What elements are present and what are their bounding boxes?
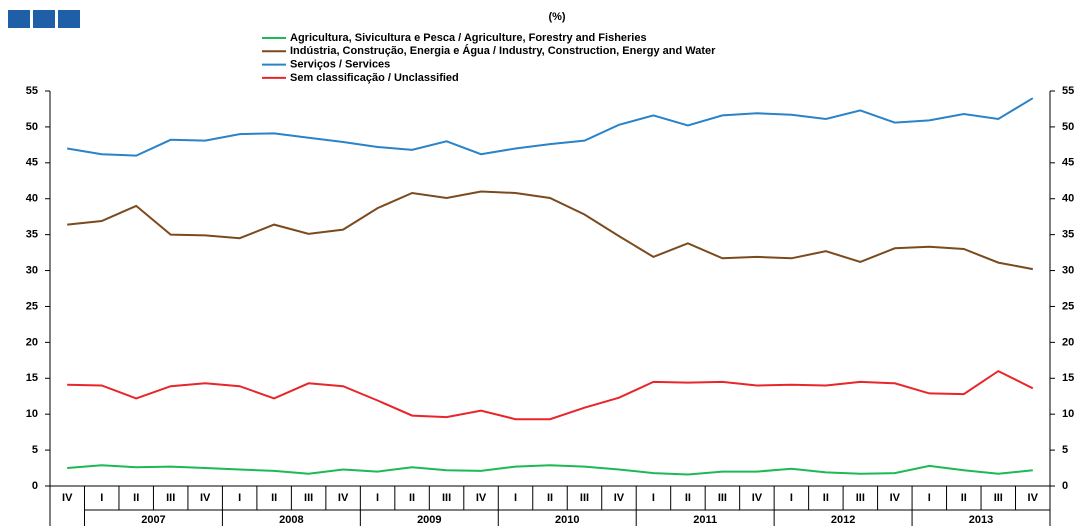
year-label: 2007 — [141, 514, 165, 526]
year-label: 2008 — [279, 514, 303, 526]
y2-tick-label: 45 — [1062, 157, 1074, 169]
x-tick-label: I — [514, 492, 517, 504]
x-tick-label: II — [685, 492, 691, 504]
legend-label: Sem classificação / Unclassified — [290, 72, 459, 84]
logo-block — [58, 10, 80, 28]
x-tick-label: I — [928, 492, 931, 504]
y-tick-label: 5 — [32, 444, 38, 456]
x-tick-label: III — [856, 492, 865, 504]
x-tick-label: IV — [62, 492, 73, 504]
series-line — [67, 464, 1033, 476]
y2-tick-label: 40 — [1062, 193, 1074, 205]
y-tick-label: 15 — [26, 372, 38, 384]
x-tick-label: II — [133, 492, 139, 504]
x-tick-label: III — [442, 492, 451, 504]
y2-tick-label: 0 — [1062, 480, 1068, 492]
y2-tick-label: 20 — [1062, 336, 1074, 348]
series-line — [67, 190, 1033, 271]
y2-tick-label: 25 — [1062, 300, 1074, 312]
y2-tick-label: 5 — [1062, 444, 1068, 456]
y2-tick-label: 30 — [1062, 264, 1074, 276]
x-tick-label: I — [652, 492, 655, 504]
y-tick-label: 35 — [26, 229, 38, 241]
year-label: 2013 — [969, 514, 993, 526]
legend-label: Serviços / Services — [290, 59, 390, 71]
y2-tick-label: 10 — [1062, 408, 1074, 420]
x-tick-label: IV — [752, 492, 763, 504]
series-line — [67, 97, 1034, 157]
y-tick-label: 40 — [26, 193, 38, 205]
year-label: 2012 — [831, 514, 855, 526]
x-tick-label: III — [994, 492, 1003, 504]
x-tick-label: IV — [890, 492, 901, 504]
x-tick-label: II — [961, 492, 967, 504]
logo-block — [33, 10, 55, 28]
series-line — [67, 369, 1034, 421]
y-tick-label: 20 — [26, 336, 38, 348]
x-tick-label: I — [376, 492, 379, 504]
y2-tick-label: 15 — [1062, 372, 1074, 384]
legend-label: Indústria, Construção, Energia e Água / … — [290, 44, 716, 57]
y-tick-label: 25 — [26, 300, 38, 312]
x-tick-label: III — [304, 492, 313, 504]
y2-tick-label: 55 — [1062, 85, 1074, 97]
x-tick-label: II — [409, 492, 415, 504]
x-tick-label: III — [718, 492, 727, 504]
x-tick-label: I — [790, 492, 793, 504]
year-label: 2009 — [417, 514, 441, 526]
y2-tick-label: 50 — [1062, 121, 1074, 133]
y-tick-label: 50 — [26, 121, 38, 133]
y-tick-label: 10 — [26, 408, 38, 420]
x-tick-label: IV — [338, 492, 349, 504]
year-label: 2011 — [693, 514, 717, 526]
x-tick-label: IV — [476, 492, 487, 504]
x-tick-label: I — [238, 492, 241, 504]
y-tick-label: 45 — [26, 157, 38, 169]
x-tick-label: IV — [614, 492, 625, 504]
logo-block — [8, 10, 30, 28]
x-tick-label: II — [823, 492, 829, 504]
x-tick-label: III — [580, 492, 589, 504]
x-tick-label: II — [271, 492, 277, 504]
y-tick-label: 0 — [32, 480, 38, 492]
x-tick-label: IV — [1028, 492, 1039, 504]
x-tick-label: III — [166, 492, 175, 504]
legend-label: Agricultura, Sivicultura e Pesca / Agric… — [290, 32, 647, 44]
x-tick-label: IV — [200, 492, 211, 504]
x-tick-label: I — [100, 492, 103, 504]
year-label: 2010 — [555, 514, 579, 526]
y-tick-label: 30 — [26, 264, 38, 276]
y2-tick-label: 35 — [1062, 229, 1074, 241]
x-tick-label: II — [547, 492, 553, 504]
chart-title: (%) — [548, 11, 565, 23]
y-tick-label: 55 — [26, 85, 38, 97]
